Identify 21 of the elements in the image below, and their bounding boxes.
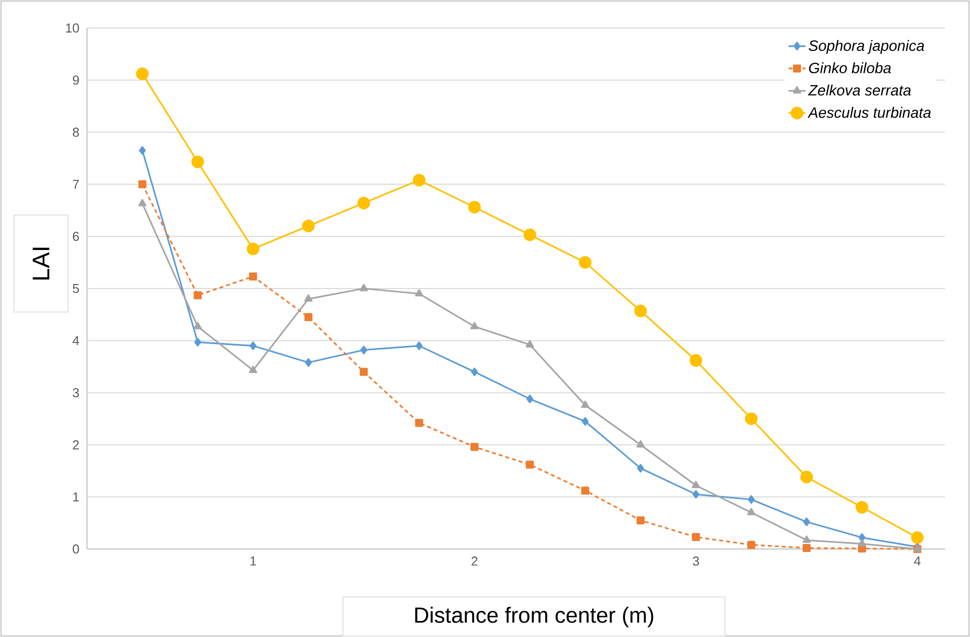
x-tick-label: 4 — [914, 556, 921, 566]
y-tick-label: 0 — [72, 544, 79, 554]
y-tick-label: 7 — [72, 180, 79, 189]
y-tick-label: 1 — [73, 492, 79, 502]
legend-label: Ginko biloba — [809, 62, 891, 74]
y-tick-label: 4 — [72, 336, 80, 346]
x-tick-label: 1 — [250, 556, 256, 566]
legend-label: Zelkova serrata — [808, 84, 911, 96]
y-tick-label: 8 — [72, 128, 79, 137]
y-tick-label: 2 — [72, 440, 79, 450]
x-tick-label: 2 — [472, 556, 478, 566]
y-tick-label: 9 — [72, 76, 79, 85]
y-tick-label: 6 — [72, 232, 79, 241]
legend-label: Aesculus turbinata — [808, 106, 931, 118]
y-tick-label: 3 — [72, 388, 79, 398]
x-tick-label: 3 — [692, 556, 699, 566]
x-axis-title: Distance from center (m) — [415, 606, 654, 628]
legend-label: Sophora japonica — [808, 40, 924, 54]
y-axis-title: LAI — [32, 248, 50, 280]
y-tick-label: 10 — [66, 23, 79, 33]
y-tick-label: 5 — [72, 284, 79, 294]
